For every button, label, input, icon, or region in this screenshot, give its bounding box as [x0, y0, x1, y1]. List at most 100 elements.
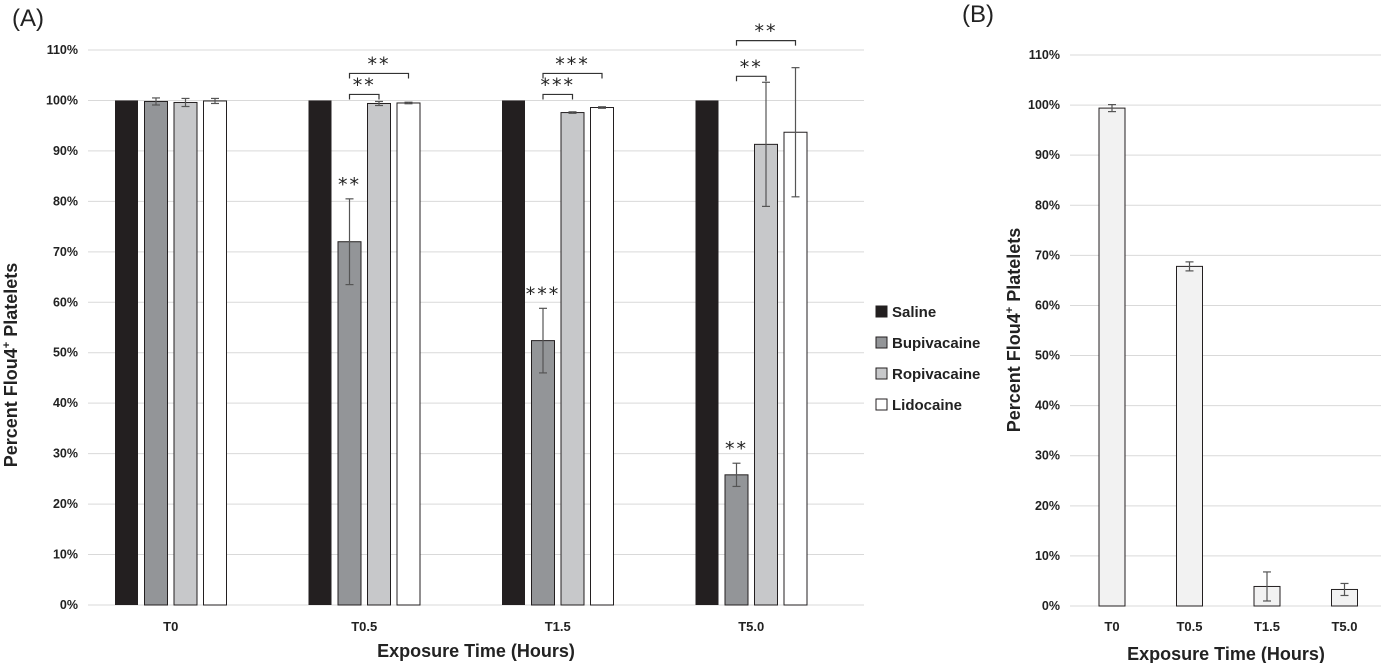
x-tick-label: T5.0: [738, 619, 764, 634]
error-bar: [1108, 103, 1116, 113]
bar: [203, 100, 227, 606]
error-bar: [732, 462, 741, 488]
panel-a-error-bars: [152, 67, 800, 488]
y-tick-label: 10%: [1035, 549, 1060, 563]
error-bar: [568, 111, 577, 114]
significance-label: **: [368, 53, 391, 75]
bar: [695, 100, 719, 606]
error-bar: [375, 100, 383, 107]
legend-label: Bupivacaine: [892, 335, 980, 352]
bar: [560, 112, 585, 606]
panel-a-legend: Saline Bupivacaine Ropivacaine Lidocaine: [875, 304, 980, 414]
error-bar: [539, 307, 547, 374]
bar: [367, 102, 391, 606]
legend-item: Bupivacaine: [875, 335, 980, 352]
significance-label: ***: [526, 283, 561, 305]
significance-bracket: **: [735, 21, 797, 46]
error-bar: [211, 97, 219, 105]
significance-label: ***: [555, 53, 590, 75]
y-tick-label: 20%: [53, 497, 78, 511]
y-tick-label: 10%: [53, 548, 78, 562]
y-tick-label: 100%: [46, 93, 78, 107]
panel-b-y-axis-title: Percent Flou4+ Platelets: [1004, 228, 1024, 433]
panel-b-x-tick-labels: T0 T0.5 T1.5 T5.0: [1104, 619, 1357, 634]
y-tick-label: 90%: [53, 144, 78, 158]
bar: [531, 340, 555, 606]
bar: [783, 131, 808, 606]
bar: [115, 100, 138, 606]
legend-swatch: [875, 305, 888, 318]
significance-bracket: **: [348, 74, 380, 100]
panel-a-label: (A): [12, 5, 44, 32]
error-bar: [1185, 261, 1194, 272]
panel-a-y-axis-title: Percent Flou4+ Platelets: [1, 263, 21, 468]
x-tick-label: T5.0: [1331, 619, 1357, 634]
y-tick-label: 20%: [1035, 499, 1060, 513]
y-tick-label: 100%: [1028, 98, 1060, 112]
y-tick-label: 110%: [1029, 48, 1060, 62]
significance-bracket: **: [348, 53, 410, 79]
y-tick-label: 50%: [1035, 349, 1060, 363]
bar: [754, 143, 778, 606]
legend-item: Saline: [875, 304, 936, 321]
legend-label: Ropivacaine: [892, 366, 980, 383]
significance-label: ***: [541, 74, 576, 96]
x-tick-label: T1.5: [1254, 619, 1280, 634]
x-tick-label: T0: [163, 619, 178, 634]
error-bar: [762, 81, 770, 208]
error-bar: [791, 67, 800, 198]
y-tick-label: 70%: [53, 245, 78, 259]
y-tick-label: 60%: [53, 295, 78, 309]
y-tick-label: 0%: [60, 598, 78, 612]
significance-label: **: [755, 21, 778, 43]
y-tick-label: 40%: [53, 396, 78, 410]
significance-bracket: **: [735, 56, 767, 82]
y-tick-label: 50%: [53, 346, 78, 360]
panel-a-x-tick-labels: T0 T0.5 T1.5 T5.0: [163, 619, 764, 634]
y-tick-label: 30%: [1035, 449, 1060, 463]
x-tick-label: T0.5: [1176, 619, 1202, 634]
x-tick-label: T1.5: [545, 619, 571, 634]
y-tick-label: 0%: [1042, 599, 1060, 613]
error-bar: [404, 101, 413, 105]
panel-a-y-tick-labels: 0% 10% 20% 30% 40% 50% 60% 70% 80% 90% 100% 110%: [46, 43, 78, 612]
x-tick-label: T0.5: [351, 619, 377, 634]
bar: [724, 474, 749, 606]
error-bar: [598, 106, 606, 109]
y-tick-label: 70%: [1035, 248, 1060, 262]
panel-b-chart: (B) 0% 10% 20% 30% 40% 50% 60% 70% 80% 90% 100% 110…: [962, 1, 1381, 663]
panel-b-y-tick-labels: 0% 10% 20% 30% 40% 50% 60% 70% 80% 90% 100% 110%: [1028, 48, 1060, 613]
significance-label: **: [740, 56, 763, 78]
error-bar: [1340, 582, 1349, 597]
legend-item: Ropivacaine: [875, 366, 980, 383]
legend-swatch: [875, 398, 888, 411]
bar: [144, 100, 168, 606]
panel-a-chart: (A) 0% 10% 20% 30% 40% 50% 60% 70% 80% 90% 100% 110…: [1, 5, 980, 661]
legend-item: Lidocaine: [875, 397, 962, 414]
error-bar: [345, 198, 354, 286]
panel-a-x-axis-title: Exposure Time (Hours): [377, 641, 575, 661]
y-tick-label: 90%: [1035, 148, 1060, 162]
legend-swatch: [875, 336, 888, 349]
panel-b-bars: [1098, 107, 1358, 607]
error-bar: [1263, 571, 1271, 602]
bar: [590, 107, 614, 606]
significance-label: **: [338, 174, 361, 196]
bar: [396, 102, 421, 606]
panel-b-label: (B): [962, 1, 994, 28]
bar: [1098, 107, 1126, 607]
error-bar: [152, 97, 160, 106]
bar: [1176, 265, 1203, 607]
y-tick-label: 30%: [53, 447, 78, 461]
legend-label: Lidocaine: [892, 397, 962, 414]
x-tick-label: T0: [1104, 619, 1119, 634]
legend-swatch: [875, 367, 888, 380]
significance-bracket: ***: [541, 74, 576, 100]
significance-label: **: [725, 438, 748, 460]
panel-a-significance-annotations: ***************** ****: [338, 21, 797, 460]
y-tick-label: 40%: [1035, 399, 1060, 413]
y-tick-label: 110%: [47, 43, 78, 57]
bar: [173, 101, 198, 606]
significance-bracket: ***: [542, 53, 603, 79]
